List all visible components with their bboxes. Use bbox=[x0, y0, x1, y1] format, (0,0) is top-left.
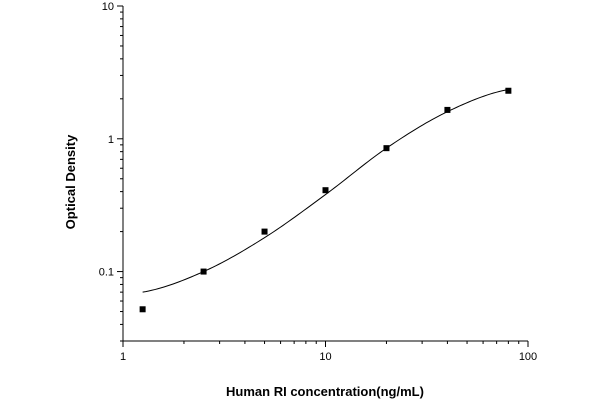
x-tick-label: 1 bbox=[120, 351, 126, 363]
data-points bbox=[139, 87, 512, 313]
x-tick-label: 10 bbox=[319, 351, 331, 363]
data-point bbox=[444, 106, 451, 113]
y-tick-label: 0.1 bbox=[99, 267, 114, 279]
x-ticks: 1 10 100 bbox=[120, 341, 537, 363]
y-ticks: 0.1 1 10 bbox=[99, 1, 123, 342]
y-tick-label: 1 bbox=[108, 134, 114, 146]
data-point bbox=[200, 268, 207, 275]
x-tick-label: 100 bbox=[519, 351, 537, 363]
data-point bbox=[505, 87, 512, 94]
axes bbox=[122, 6, 528, 342]
y-tick-label: 10 bbox=[102, 1, 114, 13]
data-point bbox=[139, 306, 146, 313]
data-point bbox=[261, 228, 268, 235]
x-axis-title: Human RI concentration(ng/mL) bbox=[226, 384, 424, 399]
data-point bbox=[322, 187, 329, 194]
data-point bbox=[383, 145, 390, 152]
y-axis-title: Optical Density bbox=[63, 134, 78, 229]
